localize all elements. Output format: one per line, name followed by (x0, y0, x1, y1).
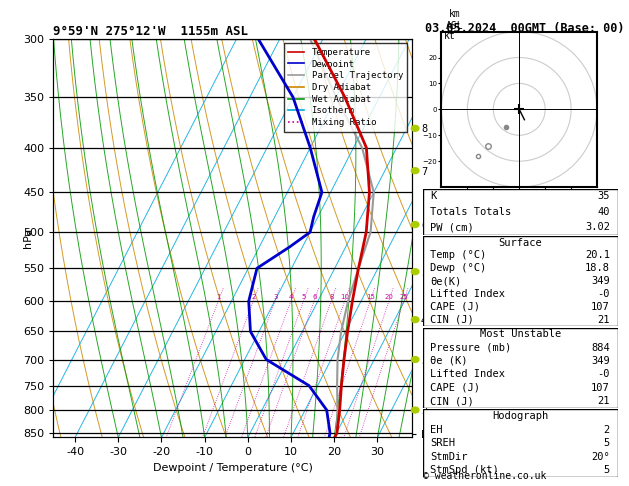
Text: 8: 8 (330, 294, 334, 300)
Text: 1: 1 (216, 294, 221, 300)
Text: 5: 5 (604, 438, 610, 448)
Text: θe(K): θe(K) (430, 276, 462, 286)
Text: 3: 3 (273, 294, 277, 300)
Text: 18.8: 18.8 (585, 263, 610, 273)
Text: Hodograph: Hodograph (492, 411, 548, 421)
Text: 20.1: 20.1 (585, 250, 610, 260)
Text: Surface: Surface (498, 238, 542, 248)
Text: 3.02: 3.02 (585, 222, 610, 232)
Text: kt: kt (444, 32, 456, 41)
Text: 15: 15 (366, 294, 375, 300)
FancyBboxPatch shape (423, 189, 618, 235)
Text: Pressure (mb): Pressure (mb) (430, 343, 512, 353)
Text: Temp (°C): Temp (°C) (430, 250, 487, 260)
Text: km
ASL: km ASL (446, 9, 464, 31)
Text: Lifted Index: Lifted Index (430, 369, 506, 380)
Text: 107: 107 (591, 382, 610, 393)
Text: 10: 10 (341, 294, 350, 300)
Text: 9°59'N 275°12'W  1155m ASL: 9°59'N 275°12'W 1155m ASL (53, 25, 248, 38)
FancyBboxPatch shape (423, 236, 618, 326)
FancyBboxPatch shape (423, 409, 618, 477)
Text: CIN (J): CIN (J) (430, 314, 474, 325)
Text: 40: 40 (598, 207, 610, 217)
FancyBboxPatch shape (423, 328, 618, 408)
Text: Most Unstable: Most Unstable (479, 329, 561, 339)
Text: -0: -0 (598, 369, 610, 380)
Text: CAPE (J): CAPE (J) (430, 302, 481, 312)
Text: Totals Totals: Totals Totals (430, 207, 512, 217)
Text: θe (K): θe (K) (430, 356, 468, 366)
Text: PW (cm): PW (cm) (430, 222, 474, 232)
Text: 25: 25 (399, 294, 408, 300)
X-axis label: Dewpoint / Temperature (°C): Dewpoint / Temperature (°C) (153, 463, 313, 473)
Text: 21: 21 (598, 314, 610, 325)
Text: 35: 35 (598, 191, 610, 201)
Text: Lifted Index: Lifted Index (430, 289, 506, 299)
Text: EH: EH (430, 425, 443, 434)
Text: hPa: hPa (23, 228, 33, 248)
Text: K: K (430, 191, 437, 201)
Text: 884: 884 (591, 343, 610, 353)
Text: StmSpd (kt): StmSpd (kt) (430, 466, 499, 475)
Text: CIN (J): CIN (J) (430, 396, 474, 406)
Text: © weatheronline.co.uk: © weatheronline.co.uk (423, 471, 546, 481)
Legend: Temperature, Dewpoint, Parcel Trajectory, Dry Adiabat, Wet Adiabat, Isotherm, Mi: Temperature, Dewpoint, Parcel Trajectory… (284, 43, 408, 132)
Text: 6: 6 (312, 294, 317, 300)
Text: 5: 5 (604, 466, 610, 475)
Text: CAPE (J): CAPE (J) (430, 382, 481, 393)
Text: SREH: SREH (430, 438, 455, 448)
Text: Dewp (°C): Dewp (°C) (430, 263, 487, 273)
Text: -0: -0 (598, 289, 610, 299)
Text: 349: 349 (591, 276, 610, 286)
Text: 20°: 20° (591, 452, 610, 462)
Text: StmDir: StmDir (430, 452, 468, 462)
Text: 4: 4 (289, 294, 293, 300)
Text: 21: 21 (598, 396, 610, 406)
Text: 20: 20 (385, 294, 394, 300)
Text: 03.05.2024  00GMT (Base: 00): 03.05.2024 00GMT (Base: 00) (425, 22, 624, 35)
Text: 107: 107 (591, 302, 610, 312)
Text: 349: 349 (591, 356, 610, 366)
Text: 2: 2 (252, 294, 256, 300)
Text: 5: 5 (302, 294, 306, 300)
Text: 2: 2 (604, 425, 610, 434)
